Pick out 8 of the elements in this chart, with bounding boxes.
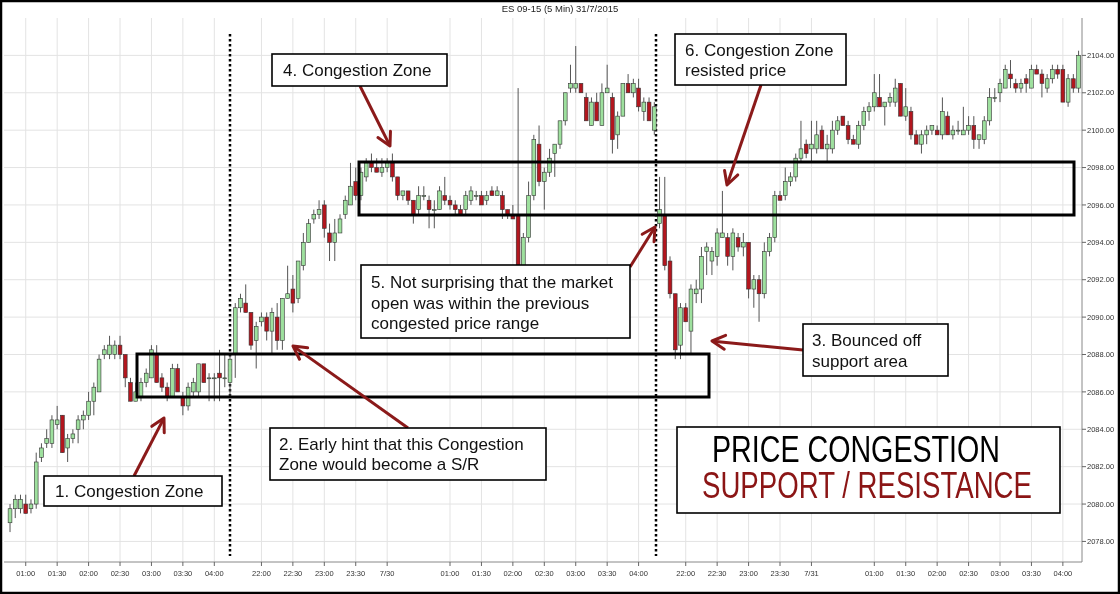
annotation: 1. Congestion Zone [55,482,204,501]
candlestick [39,442,44,463]
annotation: 6. Congestion Zone resisted price [685,41,834,80]
annotation: 2. Early hint that this Congestion Zone would become a S/R [279,435,524,474]
annotation: 5. Not surprising that the market open was within the previous congested price range [371,273,614,333]
annotation: 3. Bounced off support area [812,331,922,371]
chart-title: ES 09-15 (5 Min) 31/7/2015 [501,3,619,14]
annotation: 4. Congestion Zone [283,61,432,80]
